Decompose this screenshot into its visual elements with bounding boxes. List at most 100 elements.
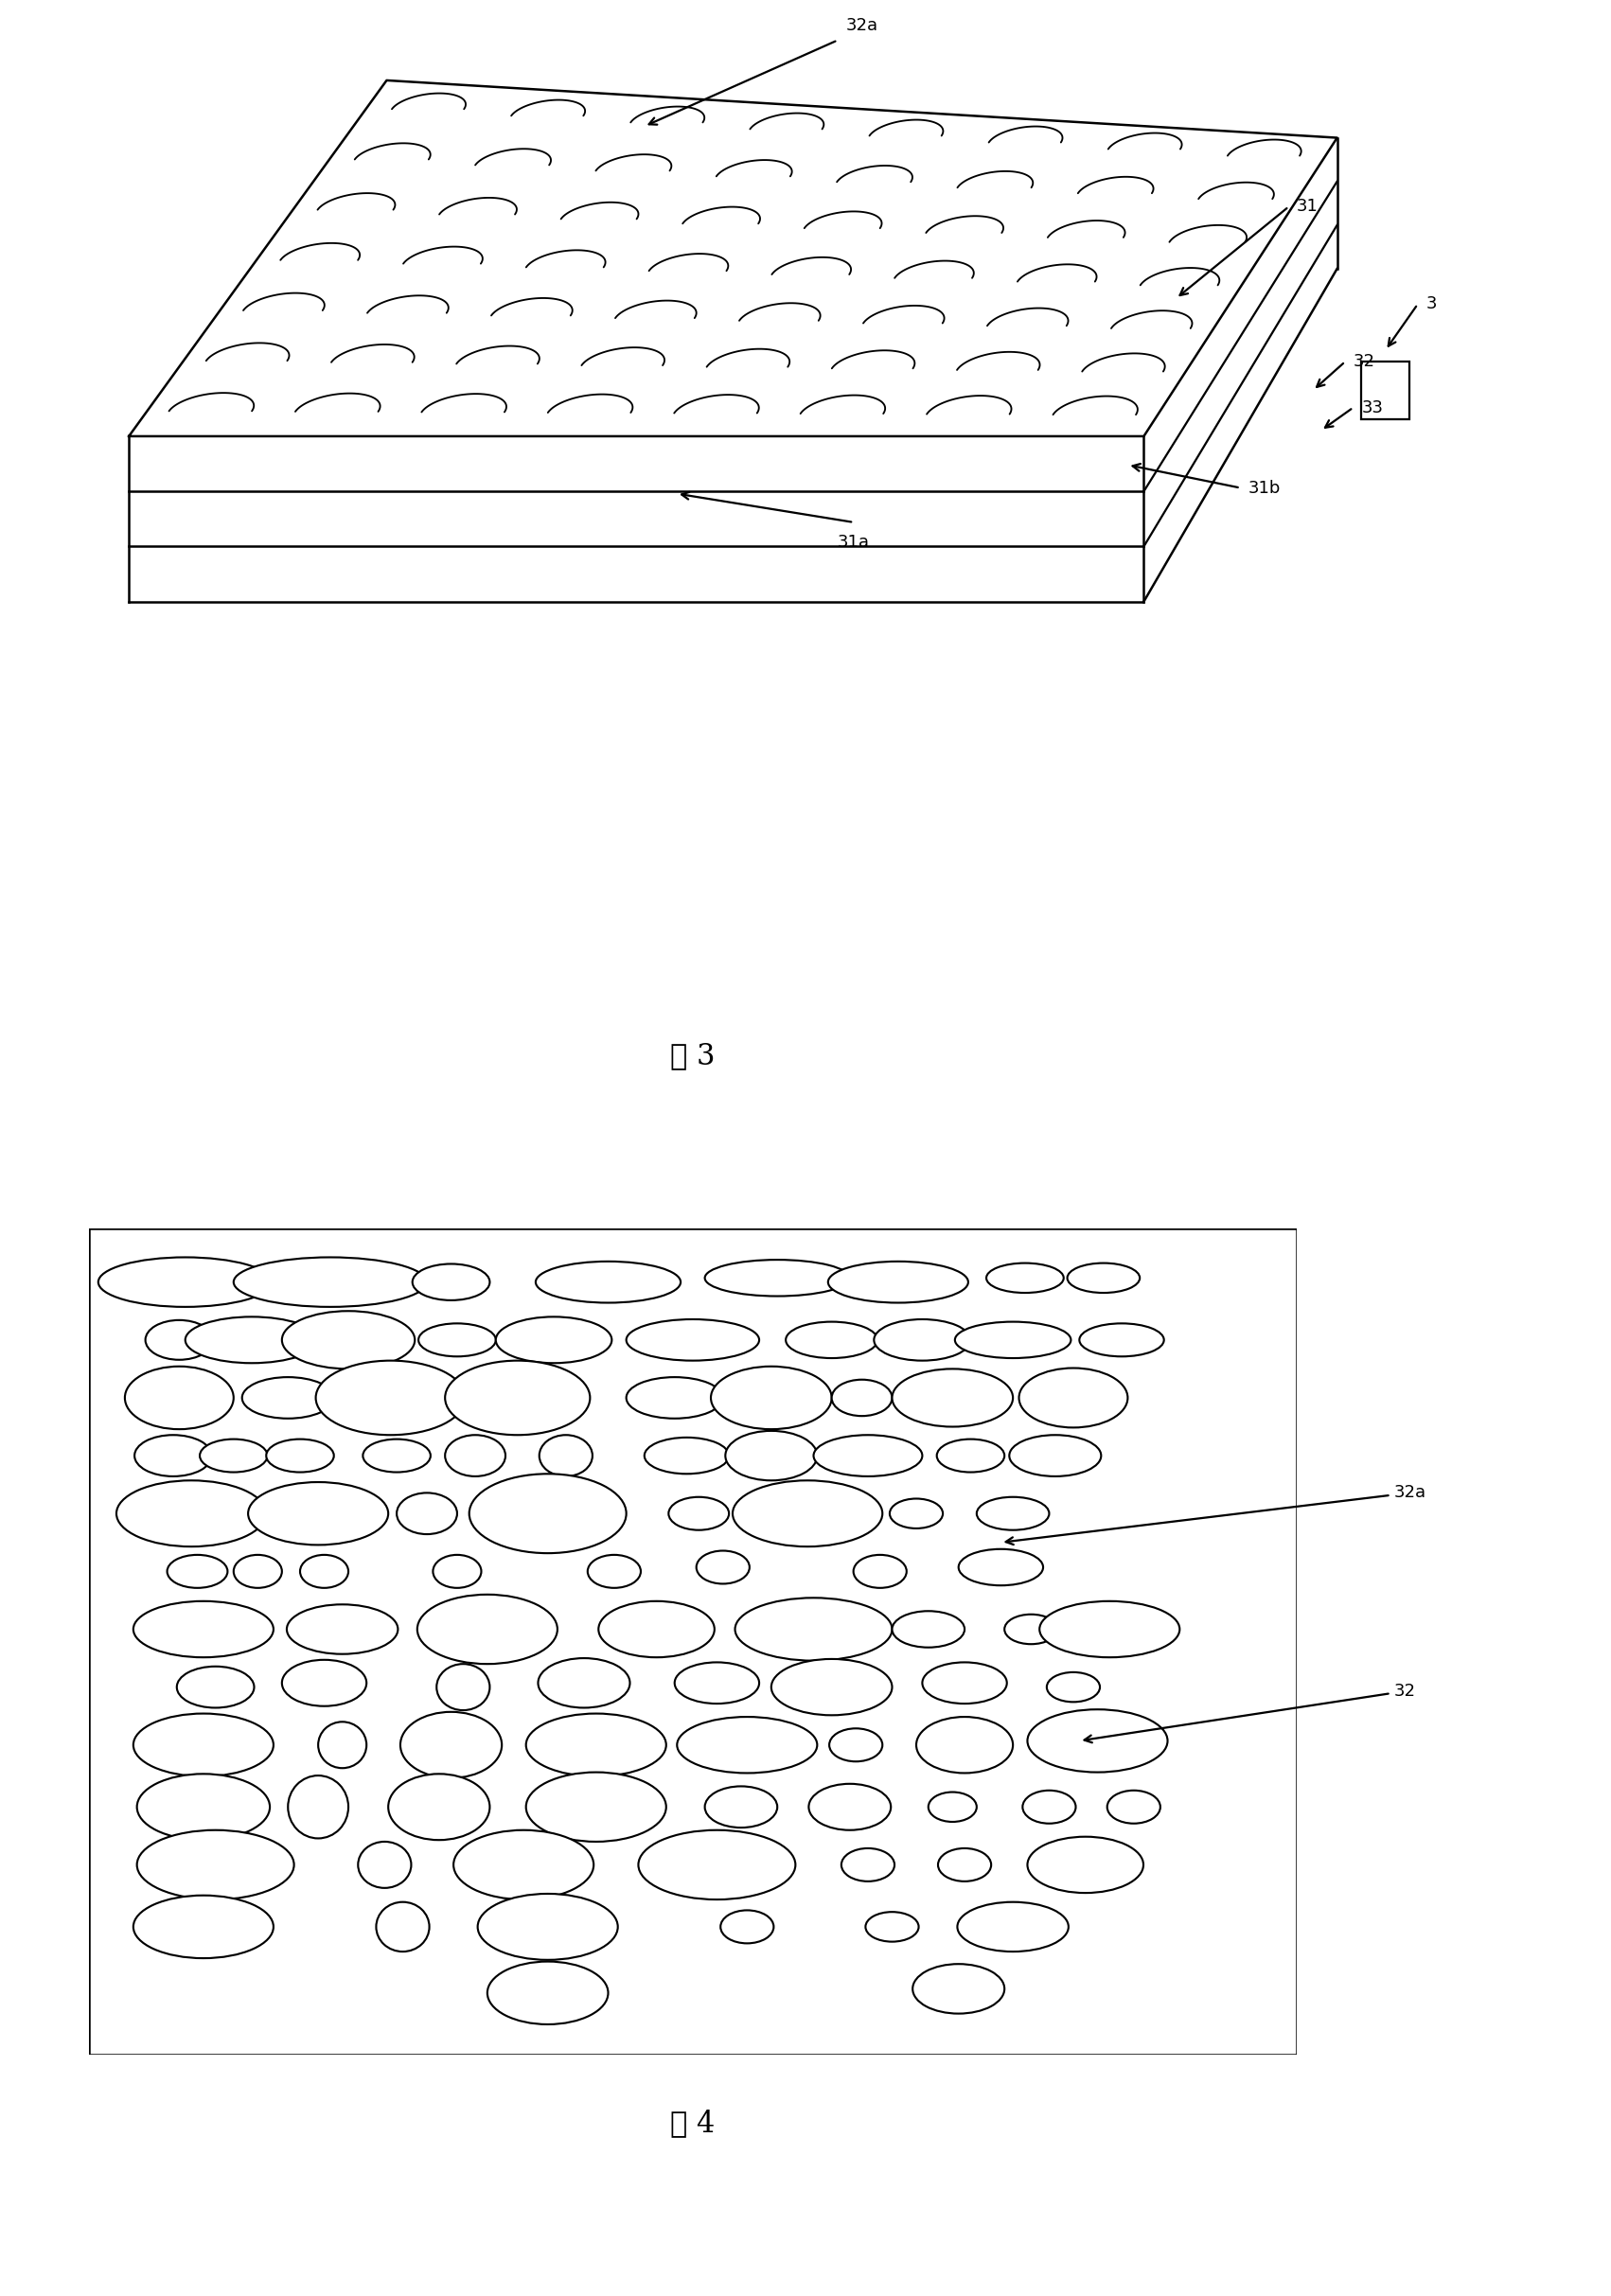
Ellipse shape — [1047, 1671, 1100, 1701]
Ellipse shape — [938, 1440, 1005, 1472]
Ellipse shape — [177, 1667, 255, 1708]
Ellipse shape — [540, 1435, 593, 1476]
Ellipse shape — [1023, 1791, 1076, 1823]
Ellipse shape — [375, 1901, 429, 1952]
Ellipse shape — [527, 1773, 667, 1841]
Ellipse shape — [477, 1894, 619, 1961]
Ellipse shape — [1028, 1837, 1144, 1892]
Text: 31: 31 — [1297, 197, 1318, 216]
Ellipse shape — [282, 1311, 416, 1368]
Ellipse shape — [496, 1318, 612, 1364]
Ellipse shape — [135, 1435, 213, 1476]
Bar — [1361, 360, 1410, 418]
Ellipse shape — [873, 1320, 970, 1362]
Ellipse shape — [200, 1440, 267, 1472]
Ellipse shape — [1066, 1263, 1141, 1293]
Ellipse shape — [419, 1322, 496, 1357]
Ellipse shape — [1018, 1368, 1128, 1428]
Ellipse shape — [675, 1662, 759, 1704]
Ellipse shape — [316, 1362, 466, 1435]
Text: 图 3: 图 3 — [670, 1042, 715, 1070]
Text: 32a: 32a — [846, 18, 878, 34]
Ellipse shape — [116, 1481, 266, 1548]
Ellipse shape — [445, 1435, 506, 1476]
Ellipse shape — [696, 1550, 749, 1584]
Ellipse shape — [917, 1717, 1013, 1773]
Text: 31a: 31a — [838, 535, 870, 551]
Ellipse shape — [234, 1554, 282, 1589]
Ellipse shape — [735, 1598, 892, 1660]
Ellipse shape — [644, 1437, 730, 1474]
Ellipse shape — [830, 1729, 883, 1761]
Ellipse shape — [706, 1261, 851, 1297]
Text: 32a: 32a — [1005, 1483, 1426, 1545]
Ellipse shape — [538, 1658, 630, 1708]
Ellipse shape — [248, 1483, 388, 1545]
Ellipse shape — [134, 1896, 274, 1958]
Ellipse shape — [913, 1963, 1005, 2014]
Ellipse shape — [282, 1660, 367, 1706]
Text: 图 4: 图 4 — [670, 2110, 715, 2138]
Ellipse shape — [733, 1481, 883, 1548]
Ellipse shape — [137, 1830, 295, 1899]
Ellipse shape — [588, 1554, 641, 1589]
Ellipse shape — [710, 1366, 831, 1428]
Text: 32: 32 — [1353, 354, 1376, 370]
Ellipse shape — [317, 1722, 367, 1768]
Ellipse shape — [959, 1550, 1044, 1587]
Ellipse shape — [401, 1713, 503, 1777]
Ellipse shape — [134, 1713, 274, 1777]
Text: 31b: 31b — [1249, 480, 1281, 496]
Ellipse shape — [487, 1961, 609, 2025]
Ellipse shape — [242, 1378, 333, 1419]
Ellipse shape — [627, 1320, 759, 1362]
Ellipse shape — [814, 1435, 923, 1476]
Ellipse shape — [1008, 1435, 1102, 1476]
Ellipse shape — [417, 1593, 557, 1665]
Ellipse shape — [938, 1848, 991, 1880]
Text: 32: 32 — [1084, 1683, 1416, 1743]
Ellipse shape — [1005, 1614, 1058, 1644]
Ellipse shape — [720, 1910, 773, 1942]
Ellipse shape — [266, 1440, 333, 1472]
Ellipse shape — [1039, 1600, 1179, 1658]
Ellipse shape — [362, 1440, 430, 1472]
Ellipse shape — [527, 1713, 667, 1777]
Ellipse shape — [396, 1492, 458, 1534]
Ellipse shape — [892, 1368, 1013, 1426]
Ellipse shape — [168, 1554, 227, 1589]
Ellipse shape — [772, 1660, 892, 1715]
Ellipse shape — [433, 1554, 482, 1589]
Ellipse shape — [892, 1612, 965, 1649]
Ellipse shape — [706, 1786, 778, 1828]
Ellipse shape — [928, 1793, 976, 1821]
Text: 3: 3 — [1426, 296, 1437, 312]
Ellipse shape — [1028, 1711, 1168, 1773]
Ellipse shape — [1079, 1322, 1163, 1357]
Ellipse shape — [725, 1430, 817, 1481]
Ellipse shape — [288, 1775, 348, 1839]
Ellipse shape — [287, 1605, 398, 1653]
Ellipse shape — [469, 1474, 627, 1552]
Ellipse shape — [126, 1366, 234, 1428]
Ellipse shape — [185, 1318, 319, 1364]
Ellipse shape — [300, 1554, 348, 1589]
Ellipse shape — [412, 1263, 490, 1300]
Ellipse shape — [1107, 1791, 1160, 1823]
Ellipse shape — [809, 1784, 891, 1830]
Ellipse shape — [786, 1322, 878, 1359]
Ellipse shape — [134, 1600, 274, 1658]
Ellipse shape — [831, 1380, 892, 1417]
Ellipse shape — [921, 1662, 1007, 1704]
Ellipse shape — [454, 1830, 594, 1899]
Ellipse shape — [669, 1497, 730, 1529]
Ellipse shape — [627, 1378, 723, 1419]
Ellipse shape — [98, 1258, 272, 1306]
Ellipse shape — [841, 1848, 894, 1880]
Ellipse shape — [535, 1261, 681, 1302]
Ellipse shape — [865, 1913, 918, 1942]
Ellipse shape — [828, 1261, 968, 1302]
Ellipse shape — [437, 1665, 490, 1711]
Ellipse shape — [677, 1717, 817, 1773]
Ellipse shape — [889, 1499, 942, 1529]
